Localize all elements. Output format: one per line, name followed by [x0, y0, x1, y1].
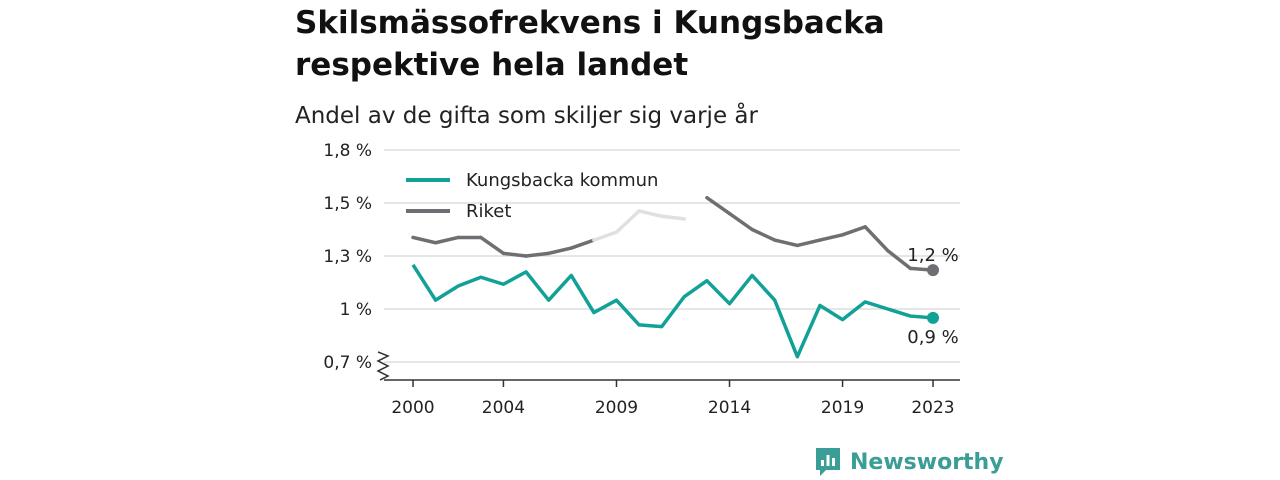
x-tick-label: 2023 [911, 398, 954, 418]
x-tick-label: 2019 [821, 398, 864, 418]
legend: Kungsbacka kommun Riket [406, 170, 658, 222]
riket-line-segment [479, 235, 506, 256]
riket-line-segment [795, 238, 822, 248]
riket-line-segment [433, 235, 460, 245]
end-labels: 1,2 % 0,9 % [907, 245, 958, 348]
riket-line-segment [705, 195, 732, 216]
kungsbacka-end-point [927, 311, 939, 324]
chart-title: Skilsmässofrekvens i Kungsbacka respekti… [295, 5, 885, 83]
y-axis-ticks: 0,7 % 1 % 1,3 % 1,5 % 1,8 % [323, 141, 372, 373]
riket-end-label: 1,2 % [907, 245, 958, 266]
legend-label: Kungsbacka kommun [466, 170, 658, 191]
x-tick-label: 2009 [595, 398, 638, 418]
y-tick-label: 1,8 % [323, 141, 372, 161]
riket-line-segment [524, 251, 551, 258]
riket-line-segment [840, 225, 867, 237]
riket-line-segment [772, 238, 800, 248]
riket-line-segment [637, 209, 664, 218]
riket-line-segment [614, 209, 641, 234]
riket-line-segment [818, 233, 845, 242]
riket-line-segment [727, 211, 754, 232]
riket-line-segment [659, 214, 687, 221]
riket-line-segment [750, 227, 777, 242]
y-tick-label: 0,7 % [323, 353, 372, 373]
riket-line-segment [411, 235, 438, 245]
axis-break-icon [376, 351, 390, 381]
brand-logo: Newsworthy [814, 446, 1004, 478]
riket-line-segment [569, 238, 596, 250]
x-axis: 2000 2004 2009 2014 2019 2023 [376, 351, 960, 418]
series-lines [411, 195, 939, 359]
x-tick-label: 2000 [391, 398, 434, 418]
riket-line-segment [546, 246, 574, 256]
legend-label: Riket [466, 201, 511, 222]
x-tick-label: 2014 [708, 398, 751, 418]
grid-lines [384, 149, 960, 363]
riket-line-segment [592, 230, 619, 242]
kungsbacka-end-label: 0,9 % [907, 327, 958, 348]
riket-end-point [927, 264, 939, 277]
chart-subtitle: Andel av de gifta som skiljer sig varje … [295, 103, 758, 129]
newsworthy-logo-icon [816, 448, 840, 476]
riket-line-segment [886, 248, 913, 271]
riket-line-segment [501, 251, 528, 258]
y-tick-label: 1,5 % [323, 194, 372, 214]
riket-line-segment [863, 225, 890, 253]
y-tick-label: 1 % [340, 300, 372, 320]
y-tick-label: 1,3 % [323, 247, 372, 267]
brand-name: Newsworthy [850, 449, 1004, 475]
x-tick-label: 2004 [482, 398, 525, 418]
kungsbacka-line [411, 263, 934, 359]
